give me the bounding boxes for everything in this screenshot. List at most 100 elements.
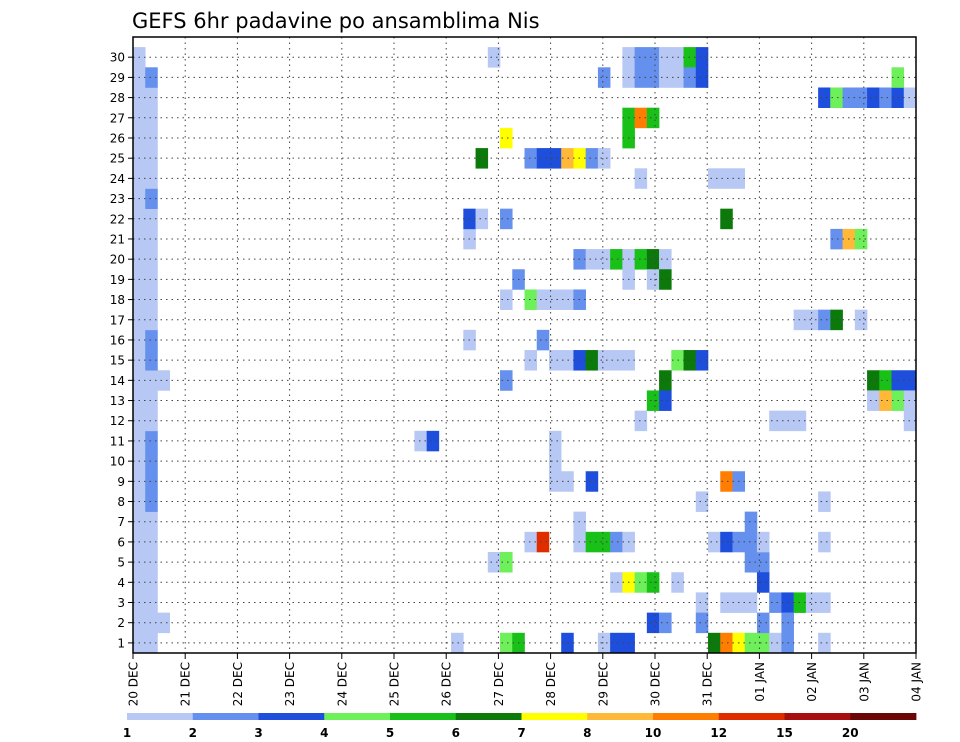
x-tick-label: 04 JAN <box>910 662 924 702</box>
heatmap-cell <box>145 370 158 391</box>
heatmap-cell <box>536 329 550 351</box>
y-tick-label: 21 <box>110 232 125 246</box>
heatmap-cell <box>646 47 660 68</box>
heatmap-cell <box>720 471 733 492</box>
colorbar-swatch <box>850 713 917 720</box>
heatmap-cell <box>903 410 917 432</box>
y-tick-label: 10 <box>110 455 125 469</box>
heatmap-cell <box>756 572 770 593</box>
heatmap-cell <box>487 552 501 573</box>
heatmap-cell <box>720 592 733 613</box>
heatmap-cell <box>548 350 562 371</box>
heatmap-cell <box>145 491 158 512</box>
heatmap-cell <box>548 451 562 472</box>
heatmap-cell <box>903 390 917 411</box>
heatmap-cell <box>818 87 831 108</box>
heatmap-cell <box>830 87 843 108</box>
heatmap-cell <box>145 430 158 452</box>
heatmap-cell <box>879 370 892 391</box>
heatmap-cell <box>145 592 158 613</box>
heatmap-cell <box>157 370 170 391</box>
heatmap-cell <box>500 632 513 654</box>
heatmap-cell <box>597 249 611 270</box>
heatmap-cell <box>145 309 158 331</box>
colorbar-tick-label: 4 <box>320 726 328 740</box>
y-tick-label: 7 <box>117 515 125 529</box>
heatmap-cell <box>500 370 513 391</box>
gridlines <box>133 37 916 653</box>
x-tick-label: 27 DEC <box>492 662 506 706</box>
heatmap-cell <box>524 350 538 371</box>
heatmap-cell <box>659 67 672 88</box>
heatmap-cell <box>145 289 158 310</box>
heatmap-cell <box>867 370 880 391</box>
heatmap-cell <box>145 531 158 553</box>
heatmap-cell <box>769 410 782 432</box>
colorbar-tick-label: 8 <box>583 726 591 740</box>
heatmap-cell <box>548 430 562 452</box>
heatmap-cell <box>145 410 158 432</box>
heatmap-cell <box>145 127 158 149</box>
heatmap-cell <box>145 350 158 371</box>
plot-frame <box>132 36 917 654</box>
heatmap-cell <box>524 289 538 310</box>
colorbar-swatch <box>127 713 194 720</box>
heatmap-cell <box>646 572 660 593</box>
x-tick-label: 01 JAN <box>753 662 767 702</box>
heatmap-cell <box>561 471 574 492</box>
heatmap-cell <box>524 148 538 169</box>
heatmap-cell <box>561 632 574 654</box>
heatmap-cell <box>610 572 623 593</box>
heatmap-cell <box>634 249 648 270</box>
heatmap-cell <box>634 107 648 129</box>
heatmap-cell <box>756 531 770 553</box>
heatmap-cell <box>744 552 758 573</box>
heatmap-cell <box>145 572 158 593</box>
heatmap-cell <box>500 208 513 230</box>
heatmap-cell <box>879 390 892 411</box>
heatmap-cell <box>903 370 917 391</box>
y-tick-label: 12 <box>110 414 125 428</box>
colorbar-tick-label: 1 <box>123 726 131 740</box>
colorbar-swatch <box>192 713 259 720</box>
y-tick-label: 14 <box>110 374 125 388</box>
heatmap-cell <box>145 188 158 209</box>
y-tick-label: 18 <box>110 293 125 307</box>
heatmap-cell <box>818 309 831 331</box>
colorbar-swatch <box>587 713 654 720</box>
heatmap-cells <box>133 47 917 654</box>
heatmap-cell <box>500 127 513 149</box>
heatmap-cell <box>769 592 782 613</box>
heatmap-cell <box>634 67 648 88</box>
heatmap-cell <box>818 531 831 553</box>
y-tick-label: 22 <box>110 212 125 226</box>
heatmap-cell <box>744 592 758 613</box>
y-tick-label: 1 <box>117 636 125 650</box>
heatmap-cell <box>561 289 574 310</box>
heatmap-cell <box>646 107 660 129</box>
heatmap-cell <box>610 531 623 553</box>
heatmap-cell <box>769 632 782 654</box>
heatmap-cell <box>646 67 660 88</box>
heatmap-cell <box>475 148 489 169</box>
heatmap-cell <box>597 350 611 371</box>
heatmap-cell <box>597 531 611 553</box>
heatmap-cell <box>145 390 158 411</box>
x-tick-label: 20 DEC <box>127 662 141 706</box>
heatmap-cell <box>659 390 672 411</box>
heatmap-cell <box>708 531 721 553</box>
colorbar-swatch <box>324 713 391 720</box>
heatmap-cell <box>756 612 770 634</box>
heatmap-cell <box>695 612 709 634</box>
x-tick-label: 25 DEC <box>388 662 402 706</box>
heatmap-cell <box>708 168 721 189</box>
heatmap-cell <box>646 390 660 411</box>
heatmap-cell <box>695 47 709 68</box>
x-tick-label: 29 DEC <box>596 662 610 706</box>
heatmap-cell <box>744 632 758 654</box>
heatmap-cell <box>646 249 660 270</box>
colorbar-tick-label: 15 <box>776 726 793 740</box>
heatmap-cell <box>610 249 623 270</box>
heatmap-cell <box>145 632 158 654</box>
colorbar-swatch <box>784 713 851 720</box>
